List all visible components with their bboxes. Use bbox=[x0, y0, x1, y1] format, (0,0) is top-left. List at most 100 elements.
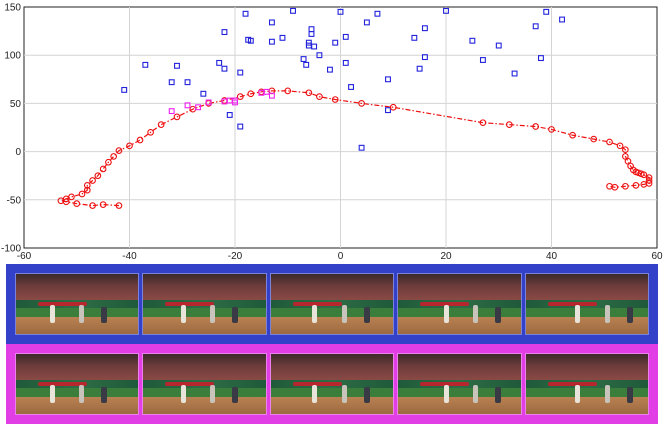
grass-region bbox=[16, 307, 139, 318]
series-0-point bbox=[268, 38, 275, 45]
dirt-region bbox=[16, 397, 139, 414]
blue-frame-strip bbox=[6, 264, 658, 344]
series-1-point bbox=[645, 177, 653, 184]
magenta-frame-thumbnail bbox=[524, 353, 650, 415]
stands-region bbox=[143, 274, 266, 301]
series-1-point bbox=[173, 113, 181, 121]
series-1-point bbox=[590, 135, 598, 143]
x-tick-label: 20 bbox=[440, 251, 452, 262]
player-figure bbox=[49, 305, 55, 324]
series-1-point bbox=[606, 182, 613, 190]
series-2-point bbox=[195, 104, 202, 111]
player-figure bbox=[604, 385, 610, 404]
magenta-frame-strip bbox=[6, 344, 658, 424]
series-1-point bbox=[548, 126, 555, 133]
series-0-point bbox=[303, 61, 310, 68]
series-1-point bbox=[284, 87, 292, 95]
series-1-point bbox=[115, 147, 123, 154]
series-1-point bbox=[236, 93, 244, 101]
banner-text-region bbox=[547, 301, 597, 307]
series-0-point bbox=[200, 90, 207, 97]
player-figure bbox=[626, 387, 633, 403]
series-0-point bbox=[174, 62, 180, 69]
player-figure bbox=[626, 307, 633, 323]
series-1-point bbox=[640, 171, 648, 179]
series-2-point bbox=[268, 92, 275, 99]
stands-region bbox=[525, 274, 649, 301]
series-0-point bbox=[168, 79, 175, 86]
series-0-point bbox=[311, 43, 318, 50]
player-figure bbox=[210, 305, 216, 324]
series-1-point bbox=[632, 181, 640, 189]
series-0-point bbox=[184, 79, 191, 86]
player-figure bbox=[575, 385, 581, 404]
dirt-region bbox=[143, 397, 266, 414]
dirt-region bbox=[270, 317, 394, 334]
series-0-point bbox=[300, 56, 307, 63]
series-1-point bbox=[99, 165, 107, 173]
series-0-point bbox=[559, 16, 566, 23]
x-tick-label: 60 bbox=[651, 251, 663, 262]
player-figure bbox=[101, 307, 108, 323]
series-1-point bbox=[94, 172, 102, 180]
player-figure bbox=[473, 305, 479, 324]
magenta-frame-thumbnail bbox=[269, 353, 395, 415]
player-figure bbox=[341, 385, 347, 404]
grass-region bbox=[525, 387, 649, 398]
series-0-point bbox=[337, 8, 344, 15]
series-1-point bbox=[505, 121, 513, 128]
series-0-point bbox=[237, 69, 244, 76]
series-0-point bbox=[290, 7, 296, 14]
player-figure bbox=[312, 385, 318, 404]
series-0-point bbox=[308, 26, 315, 33]
series-1-point bbox=[247, 90, 255, 98]
series-0-point bbox=[342, 33, 349, 40]
series-1-point bbox=[105, 158, 112, 166]
player-figure bbox=[181, 305, 187, 324]
player-figure bbox=[49, 385, 55, 404]
series-0-point bbox=[385, 76, 391, 83]
magenta-frame-thumbnail bbox=[15, 353, 140, 415]
banner-text-region bbox=[420, 381, 470, 387]
player-figure bbox=[181, 385, 187, 404]
series-0-point bbox=[305, 39, 312, 46]
series-0-point bbox=[363, 19, 370, 26]
series-1-point bbox=[621, 146, 629, 154]
player-figure bbox=[604, 305, 610, 324]
stands-region bbox=[143, 354, 266, 381]
y-tick-label: 50 bbox=[10, 99, 22, 110]
blue-frame-thumbnail bbox=[524, 273, 650, 335]
series-0-point bbox=[279, 34, 286, 41]
banner-text-region bbox=[165, 381, 215, 387]
series-1-point bbox=[305, 89, 313, 97]
series-1-point bbox=[99, 201, 107, 208]
series-1-point bbox=[73, 200, 81, 208]
series-1-point bbox=[532, 123, 540, 130]
player-figure bbox=[495, 387, 502, 403]
series-0-point bbox=[537, 55, 544, 62]
stands-region bbox=[270, 354, 394, 381]
series-1-point bbox=[616, 142, 624, 150]
dirt-region bbox=[270, 397, 394, 414]
series-1-point bbox=[89, 177, 96, 184]
stands-region bbox=[16, 354, 139, 381]
series-0-point bbox=[348, 84, 354, 90]
player-figure bbox=[312, 305, 318, 324]
series-0-point bbox=[237, 123, 244, 130]
series-0-point bbox=[469, 37, 476, 44]
grass-region bbox=[143, 307, 266, 318]
y-tick-label: 0 bbox=[15, 147, 21, 158]
series-0-point bbox=[216, 59, 223, 66]
series-1-point bbox=[389, 103, 397, 111]
player-figure bbox=[443, 385, 449, 404]
player-figure bbox=[232, 387, 239, 403]
series-0-point bbox=[268, 19, 275, 26]
stands-region bbox=[398, 354, 521, 381]
dirt-region bbox=[143, 317, 266, 334]
stands-region bbox=[16, 274, 139, 301]
series-0-point bbox=[421, 25, 428, 32]
stands-region bbox=[270, 274, 394, 301]
series-0-point bbox=[316, 52, 323, 59]
blue-frame-thumbnail bbox=[269, 273, 395, 335]
grass-region bbox=[143, 387, 266, 398]
